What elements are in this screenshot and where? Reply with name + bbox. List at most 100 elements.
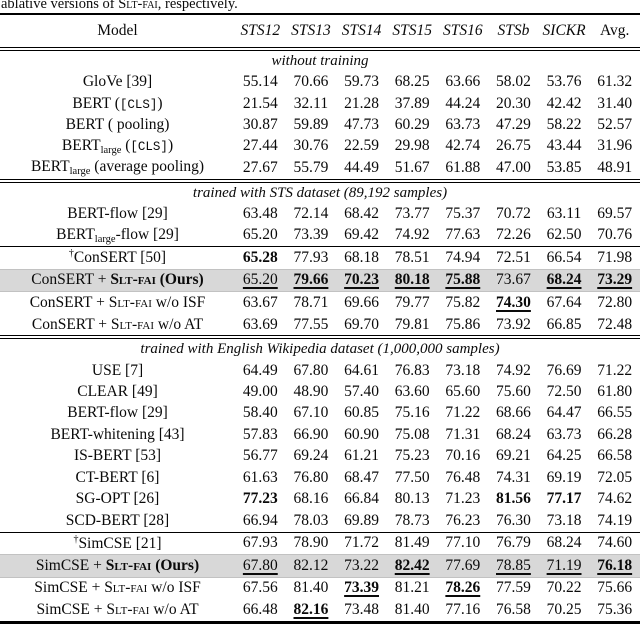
score-value: 69.24 — [293, 447, 329, 465]
score-value: 55.14 — [242, 73, 278, 91]
value-cell-stsb: 74.30 — [488, 292, 539, 314]
score-value: 63.11 — [546, 204, 582, 222]
text-segment: w/o AT — [149, 601, 199, 619]
value-cell-sts14: 68.42 — [336, 203, 387, 224]
column-header-stsb: STSb — [497, 21, 530, 39]
score-value: 76.48 — [445, 468, 481, 486]
score-value: 78.85 — [496, 556, 531, 574]
score-value: 69.19 — [546, 468, 582, 486]
score-value: 74.62 — [597, 490, 633, 508]
value-cell-sts16: 42.74 — [438, 136, 489, 157]
model-cell: BERT-flow [29] — [0, 403, 235, 424]
text-segment: BERT — [61, 136, 101, 154]
value-cell-stsb: 73.92 — [488, 314, 539, 336]
value-cell-sts12: 63.48 — [235, 203, 286, 224]
row-bert-whitening: BERT-whitening [43] 57.83 66.90 60.90 75.08 7… — [0, 424, 640, 445]
text-segment: large — [100, 144, 122, 156]
text-segment: ) — [157, 94, 163, 112]
text-segment: USE [7] — [91, 361, 144, 379]
score-value: 74.92 — [394, 226, 430, 244]
score-value: 61.88 — [445, 158, 481, 176]
score-value: 69.70 — [344, 315, 379, 333]
value-cell-stsb: 58.02 — [488, 71, 539, 92]
score-value: 70.23 — [344, 271, 379, 289]
score-value: 73.48 — [344, 601, 379, 619]
value-cell-stsb: 76.79 — [488, 533, 539, 555]
value-cell-sickr: 64.47 — [539, 403, 590, 424]
text-segment: (Ours) — [155, 556, 200, 574]
score-value: 76.69 — [546, 361, 582, 379]
score-value: 62.50 — [546, 226, 582, 244]
model-cell: †SimCSE [21] — [0, 533, 235, 555]
score-value: 58.22 — [546, 115, 582, 133]
row-scd-bert: SCD-BERT [28] 66.94 78.03 69.89 78.73 76.23 76… — [0, 510, 640, 532]
value-cell-sts13: 55.79 — [286, 157, 337, 179]
value-cell-sts14: 69.89 — [336, 510, 387, 532]
value-cell-sickr: 68.24 — [539, 533, 590, 555]
value-cell-sts15: 76.83 — [387, 360, 438, 381]
score-value: 63.66 — [445, 73, 481, 91]
value-cell-sts15: 63.60 — [387, 381, 438, 402]
score-value: 77.93 — [293, 248, 329, 266]
score-value: 78.26 — [445, 579, 481, 597]
score-value: 60.85 — [344, 404, 379, 422]
score-value: 74.94 — [445, 248, 481, 266]
score-value: 66.54 — [546, 248, 582, 266]
group-divider — [0, 531, 640, 533]
value-cell-stsb: 78.85 — [488, 554, 539, 578]
score-value: 78.03 — [293, 511, 329, 529]
score-value: 75.36 — [597, 601, 633, 619]
value-cell-sts13: 77.55 — [286, 314, 337, 336]
value-cell-sts13: 81.40 — [286, 577, 337, 599]
score-value: 67.64 — [546, 294, 582, 311]
model-cell: CT-BERT [6] — [0, 467, 235, 488]
value-cell-avg: 76.18 — [589, 554, 640, 578]
score-value: 20.30 — [496, 94, 531, 112]
value-cell-avg: 74.60 — [589, 533, 640, 555]
score-value: 79.66 — [293, 271, 329, 289]
section-title-0: without training — [0, 50, 640, 71]
value-cell-avg: 66.55 — [589, 403, 640, 424]
value-cell-stsb: 47.00 — [488, 157, 539, 179]
score-value: 77.63 — [445, 226, 481, 244]
score-value: 49.00 — [242, 383, 278, 400]
header-row: Model STS12 STS13 STS14 STS15 STS16 STSb SICKR A… — [0, 14, 640, 47]
value-cell-avg: 52.57 — [589, 114, 640, 135]
score-value: 66.90 — [293, 425, 329, 443]
value-cell-sts15: 75.08 — [387, 424, 438, 445]
group-divider-line — [0, 531, 640, 533]
value-cell-sts12: 65.20 — [235, 225, 286, 247]
score-value: 21.54 — [242, 94, 278, 112]
score-value: 60.29 — [394, 115, 430, 133]
value-cell-sickr: 64.25 — [539, 446, 590, 467]
value-cell-sts14: 71.72 — [336, 533, 387, 555]
score-value: 77.17 — [546, 490, 582, 508]
value-cell-sts15: 79.81 — [387, 314, 438, 336]
model-cell: BERTlarge (average pooling) — [0, 157, 235, 179]
value-cell-sts16: 71.23 — [438, 489, 489, 510]
value-cell-avg: 75.66 — [589, 577, 640, 599]
value-cell-sickr: 73.18 — [539, 510, 590, 532]
value-cell-sts13: 78.90 — [286, 533, 337, 555]
score-value: 73.29 — [597, 271, 633, 289]
value-cell-sts15: 78.51 — [387, 247, 438, 269]
text-segment: Slt-fai — [105, 556, 152, 574]
value-cell-sts14: 69.42 — [336, 225, 387, 247]
text-segment: Slt-fai — [104, 579, 148, 597]
score-value: 73.39 — [344, 579, 379, 597]
score-value: 73.67 — [496, 271, 531, 289]
score-value: 68.18 — [344, 248, 379, 266]
value-cell-sts12: 65.20 — [235, 268, 286, 293]
text-segment: † — [73, 533, 79, 545]
value-cell-sts16: 70.16 — [438, 446, 489, 467]
value-cell-sts16: 61.88 — [438, 157, 489, 179]
score-value: 72.05 — [597, 468, 633, 486]
text-segment: Slt-fai — [118, 0, 158, 12]
model-cell: SimCSE + Slt-fai (Ours) — [0, 554, 235, 578]
column-header-sts14: STS14 — [341, 21, 382, 39]
value-cell-sts16: 77.63 — [438, 225, 489, 247]
value-cell-sts12: 77.23 — [235, 489, 286, 510]
score-value: 63.73 — [445, 115, 481, 133]
score-value: 72.26 — [496, 226, 531, 244]
score-value: 82.12 — [293, 556, 329, 574]
